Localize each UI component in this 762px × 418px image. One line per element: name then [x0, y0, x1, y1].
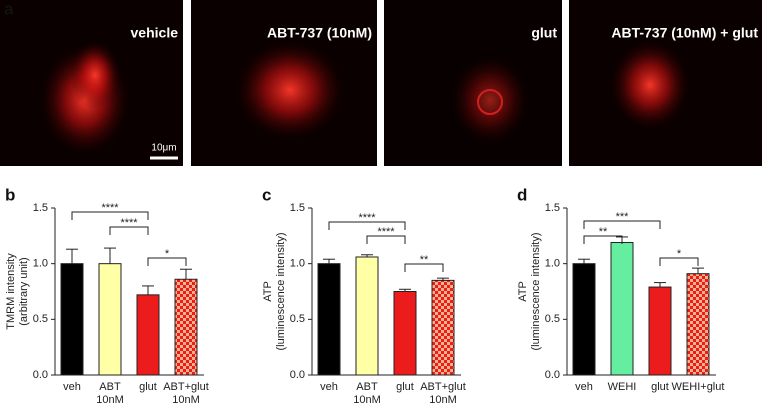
panel-label: a — [4, 0, 14, 18]
bar — [317, 263, 341, 376]
x-tick-label: veh — [575, 381, 593, 393]
significance-label: **** — [101, 202, 119, 214]
bar — [648, 286, 672, 376]
bar — [686, 273, 710, 376]
y-tick-label: 1.5 — [290, 202, 305, 214]
bar — [572, 263, 596, 376]
image-label: glut — [531, 25, 557, 41]
image-label: ABT-737 (10nM) — [267, 25, 372, 41]
bar — [60, 263, 84, 376]
y-tick-label: 0.5 — [33, 313, 48, 325]
significance-bracket — [147, 257, 187, 266]
y-axis-label: ATP(luminescence intensity) — [262, 233, 287, 351]
image-label: ABT-737 (10nM) + glut — [611, 25, 758, 41]
y-axis-label: TMRM intensity(arbitrary unit) — [5, 253, 30, 330]
significance-label: *** — [616, 211, 630, 223]
significance-label: * — [165, 248, 170, 260]
x-tick-label: WEHI+glut — [672, 381, 725, 393]
bar — [610, 242, 634, 376]
scale-bar-label: 10μm — [151, 143, 176, 154]
y-tick-label: 1.5 — [545, 202, 560, 214]
significance-bracket — [404, 263, 444, 272]
panel-label: b — [5, 185, 15, 204]
y-tick-label: 1.0 — [33, 258, 48, 270]
bar — [431, 279, 455, 376]
cell-signal — [70, 40, 120, 110]
cell-signal — [610, 40, 690, 130]
cell-signal — [235, 40, 345, 140]
significance-label: ** — [599, 226, 608, 238]
bar — [174, 278, 198, 376]
y-tick-label: 0.5 — [545, 313, 560, 325]
significance-bracket — [659, 257, 699, 266]
significance-bracket — [71, 211, 149, 220]
y-tick-label: 1.5 — [33, 202, 48, 214]
y-tick-label: 0.5 — [290, 313, 305, 325]
significance-label: **** — [120, 217, 138, 229]
y-axis-label: ATP(luminescence intensity) — [517, 233, 542, 351]
cell-signal — [450, 55, 530, 145]
x-tick-label: WEHI — [608, 381, 637, 393]
panel-label: d — [517, 185, 527, 204]
micrographs: a vehicle ABT-737 (10nM) glut ABT-737 (1… — [0, 0, 762, 166]
x-tick-label: ABT+glut 10nM — [420, 381, 466, 406]
significance-bracket — [109, 226, 149, 235]
bar — [98, 263, 122, 376]
significance-bracket — [583, 235, 623, 244]
x-tick-label: ABT+glut 10nM — [163, 381, 209, 406]
x-tick-label: glut — [396, 381, 414, 393]
significance-bracket — [583, 220, 661, 229]
x-tick-label: ABT 10nM — [96, 381, 124, 406]
significance-label: **** — [377, 226, 395, 238]
cell-signal — [477, 89, 503, 115]
y-tick-label: 0.0 — [33, 369, 48, 381]
y-tick-label: 1.0 — [545, 258, 560, 270]
significance-bracket — [366, 235, 406, 244]
y-tick-label: 0.0 — [290, 369, 305, 381]
image-label: vehicle — [131, 25, 179, 41]
bar — [355, 256, 379, 376]
x-tick-label: ABT 10nM — [353, 381, 381, 406]
x-tick-label: veh — [320, 381, 338, 393]
y-tick-label: 0.0 — [545, 369, 560, 381]
bar — [393, 291, 417, 376]
bar — [136, 294, 160, 376]
significance-label: ** — [420, 254, 429, 266]
significance-label: * — [677, 248, 682, 260]
y-tick-label: 1.0 — [290, 258, 305, 270]
panel-label: c — [262, 185, 271, 204]
x-tick-label: glut — [139, 381, 157, 393]
significance-label: **** — [358, 212, 376, 224]
significance-bracket — [328, 221, 406, 230]
x-tick-label: veh — [63, 381, 81, 393]
x-tick-label: glut — [651, 381, 669, 393]
